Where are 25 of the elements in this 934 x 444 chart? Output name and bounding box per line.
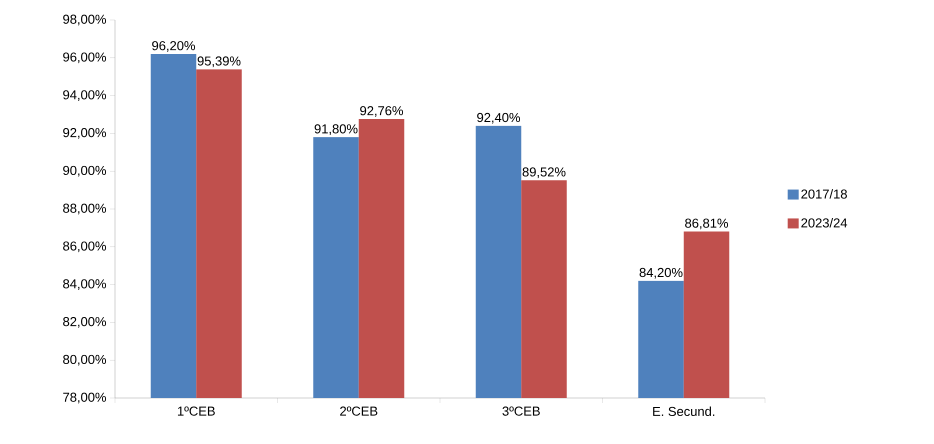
data-label: 91,80%: [314, 124, 358, 135]
y-tick-label: 84,00%: [63, 279, 106, 290]
y-tick-label: 82,00%: [63, 317, 106, 328]
y-tick-label: 88,00%: [63, 204, 106, 214]
x-tick-label: 3ºCEB: [502, 406, 540, 416]
data-label: 84,20%: [640, 268, 683, 279]
y-tick-label: 94,00%: [63, 90, 106, 101]
data-label: 92,76%: [360, 106, 404, 117]
legend-label: 2017/18: [801, 189, 847, 199]
y-tick-label: 78,00%: [63, 392, 106, 404]
data-label: 86,81%: [685, 218, 728, 230]
data-label: 95,39%: [198, 56, 241, 68]
data-label: 92,40%: [477, 112, 520, 124]
y-tick-label: 86,00%: [63, 241, 106, 252]
x-tick-label: 2ºCEB: [340, 406, 378, 416]
x-tick-label: 1ºCEB: [178, 406, 215, 416]
legend-label: 2023/24: [801, 218, 848, 228]
y-tick-label: 92,00%: [63, 128, 106, 139]
y-tick-label: 96,00%: [63, 52, 106, 64]
y-tick-label: 80,00%: [63, 354, 106, 366]
data-label: 96,20%: [152, 41, 196, 52]
data-label: 89,52%: [522, 167, 566, 178]
y-tick-label: 98,00%: [63, 14, 106, 26]
y-tick-label: 90,00%: [63, 166, 106, 177]
x-tick-label: E. Secund.: [653, 406, 714, 416]
